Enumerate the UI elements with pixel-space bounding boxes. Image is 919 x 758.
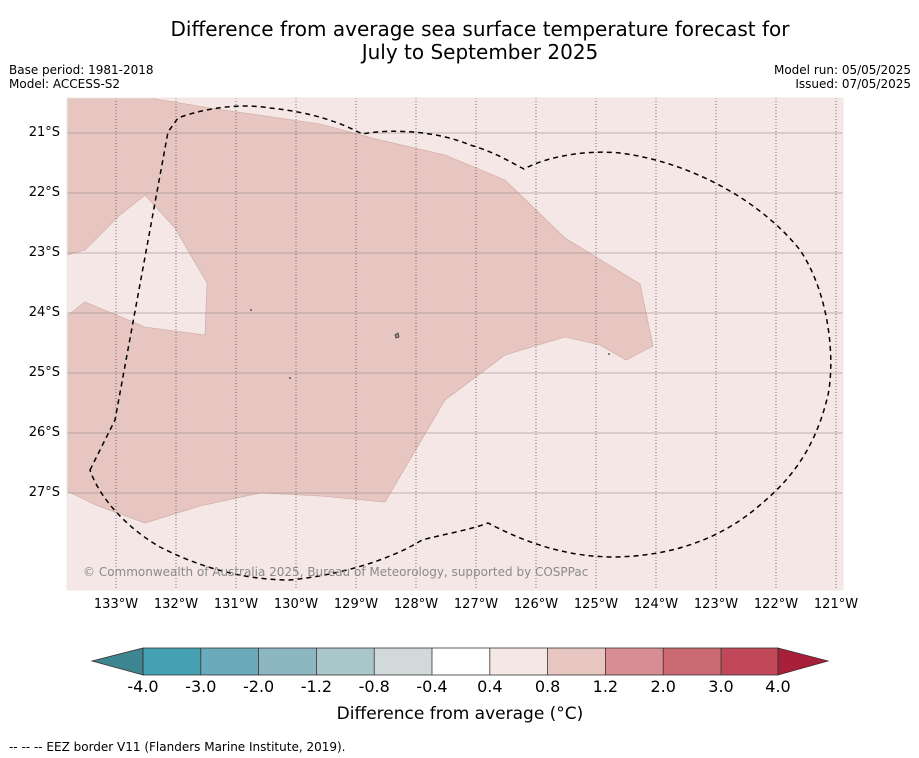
lon-label-129w: 129°W: [333, 597, 379, 612]
colorbar-segment-8: [547, 648, 606, 675]
issued-text: Issued: 07/05/2025: [795, 77, 911, 91]
colorbar-tick-label: 4.0: [765, 677, 791, 696]
colorbar-extend-low: [90, 647, 144, 676]
colorbar-segment-5: [374, 648, 432, 675]
lon-label-132w: 132°W: [153, 597, 199, 612]
colorbar-tick-label: -1.2: [300, 677, 332, 696]
colorbar-tick-label: -0.8: [358, 677, 390, 696]
base-info: Base period: 1981-2018 Model: ACCESS-S2: [9, 63, 154, 91]
colorbar-segment-9: [605, 648, 664, 675]
lon-gridlines: [115, 98, 837, 590]
lat-label-26s: 26°S: [28, 425, 60, 440]
lon-label-124w: 124°W: [633, 597, 679, 612]
colorbar-extend-high: [777, 647, 830, 676]
eez-legend-footnote: -- -- -- EEZ border V11 (Flanders Marine…: [9, 740, 346, 754]
anomaly-region-0.8-1.2: [66, 97, 654, 524]
title-line-2: July to September 2025: [361, 40, 599, 64]
lat-label-27s: 27°S: [28, 485, 60, 500]
lon-label-127w: 127°W: [453, 597, 499, 612]
model-run-text: Model run: 05/05/2025: [773, 63, 911, 77]
map-frame: [66, 97, 844, 591]
colorbar-segment-3: [258, 648, 317, 675]
lon-label-128w: 128°W: [393, 597, 439, 612]
small-island-3: [289, 377, 291, 379]
run-info: Model run: 05/05/2025 Issued: 07/05/2025: [774, 63, 911, 91]
lat-label-23s: 23°S: [28, 245, 60, 260]
colorbar-tick-label: -4.0: [127, 677, 159, 696]
colorbar-segment-11: [721, 648, 778, 675]
lat-label-24s: 24°S: [28, 305, 60, 320]
lat-label-25s: 25°S: [28, 365, 60, 380]
map-title: Difference from average sea surface temp…: [130, 18, 830, 64]
copyright-notice: © Commonwealth of Australia 2025, Bureau…: [83, 565, 589, 579]
colorbar-label: Difference from average (°C): [336, 704, 584, 724]
colorbar-tick-label: 2.0: [650, 677, 676, 696]
colorbar-tick-label: 0.4: [477, 677, 503, 696]
colorbar-segment-1: [143, 648, 201, 675]
small-island-2: [250, 309, 252, 311]
lon-label-131w: 131°W: [213, 597, 259, 612]
lat-label-21s: 21°S: [28, 125, 60, 140]
lon-label-122w: 122°W: [753, 597, 799, 612]
colorbar-tick-label: 1.2: [592, 677, 619, 696]
model-text: Model: ACCESS-S2: [9, 77, 121, 91]
colorbar-tick-label: 0.8: [534, 677, 561, 696]
colorbar: [90, 647, 830, 676]
colorbar-segment-10: [663, 648, 721, 675]
base-period-text: Base period: 1981-2018: [9, 63, 154, 77]
small-island-4: [608, 353, 610, 355]
colorbar-segment-4: [316, 648, 375, 675]
colorbar-segment-2: [200, 648, 259, 675]
lon-label-125w: 125°W: [573, 597, 619, 612]
colorbar-tick-label: -3.0: [185, 677, 217, 696]
lon-label-126w: 126°W: [513, 597, 559, 612]
small-island-1: [394, 332, 400, 339]
title-line-1: Difference from average sea surface temp…: [170, 17, 790, 41]
colorbar-segment-6: [432, 648, 490, 675]
colorbar-tick-label: -0.4: [416, 677, 448, 696]
lon-label-133w: 133°W: [93, 597, 139, 612]
colorbar-tick-label: -2.0: [242, 677, 275, 696]
lat-label-22s: 22°S: [28, 185, 60, 200]
eez-border: [89, 105, 832, 581]
colorbar-tick-label: 3.0: [708, 677, 734, 696]
lon-label-130w: 130°W: [273, 597, 319, 612]
lon-label-121w: 121°W: [813, 597, 859, 612]
colorbar-outline: [142, 647, 779, 676]
colorbar-segment-7: [489, 648, 548, 675]
lon-label-123w: 123°W: [693, 597, 739, 612]
lat-gridlines: [67, 132, 843, 494]
